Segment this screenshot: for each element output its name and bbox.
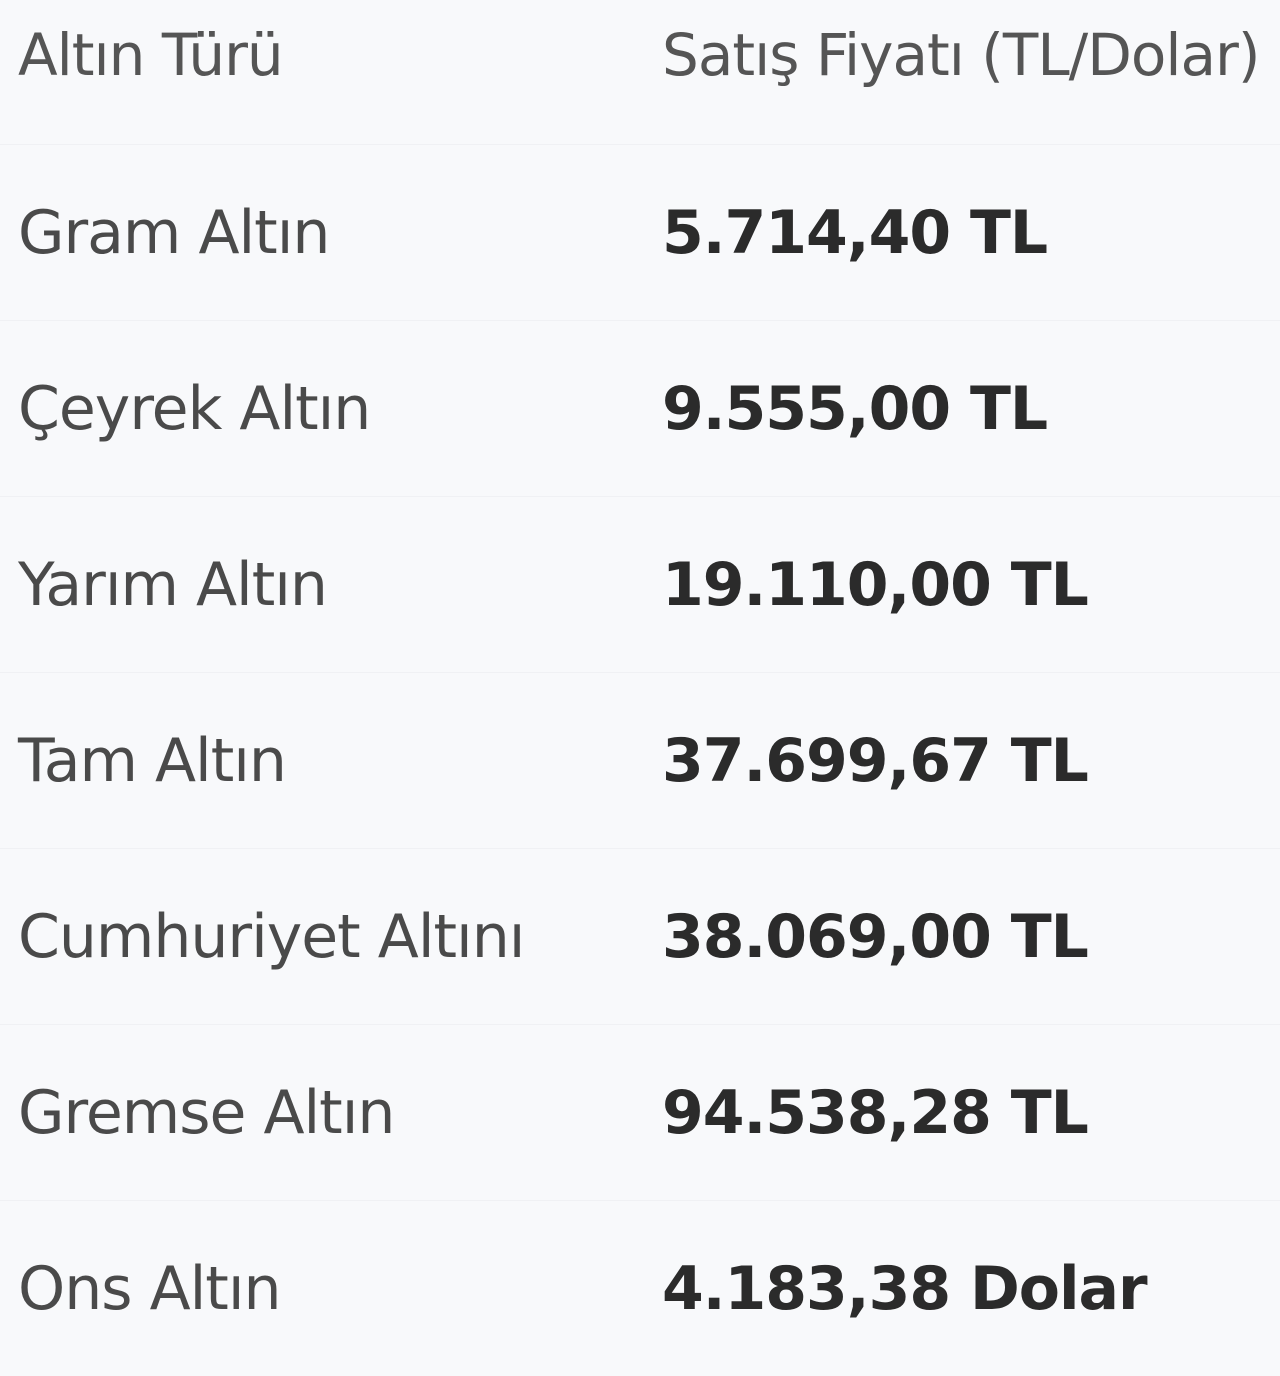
price-cell: 94.538,28 TL: [662, 1077, 1089, 1148]
price-cell: 5.714,40 TL: [662, 197, 1048, 268]
header-cell: Satış Fiyatı (TL/Dolar): [662, 21, 1260, 89]
table-row: Gremse Altın 94.538,28 TL: [0, 1024, 1280, 1200]
type-cell: Gram Altın: [18, 197, 330, 268]
table-row: Cumhuriyet Altını 38.069,00 TL: [0, 848, 1280, 1024]
table-row: Ons Altın 4.183,38 Dolar: [0, 1200, 1280, 1376]
header-row: Altın Türü Satış Fiyatı (TL/Dolar): [0, 0, 1280, 110]
type-cell: Ons Altın: [18, 1253, 282, 1324]
type-cell: Cumhuriyet Altını: [18, 901, 525, 972]
table-row: Gram Altın 5.714,40 TL: [0, 144, 1280, 320]
price-cell: 19.110,00 TL: [662, 549, 1089, 620]
type-cell: Tam Altın: [18, 725, 287, 796]
type-cell: Çeyrek Altın: [18, 373, 371, 444]
table-row: Yarım Altın 19.110,00 TL: [0, 496, 1280, 672]
table-row: Tam Altın 37.699,67 TL: [0, 672, 1280, 848]
price-cell: 37.699,67 TL: [662, 725, 1089, 796]
price-cell: 38.069,00 TL: [662, 901, 1089, 972]
type-cell: Gremse Altın: [18, 1077, 395, 1148]
type-cell: Yarım Altın: [18, 549, 328, 620]
table-row: Çeyrek Altın 9.555,00 TL: [0, 320, 1280, 496]
header-cell: Altın Türü: [18, 21, 284, 89]
price-cell: 4.183,38 Dolar: [662, 1253, 1148, 1324]
price-cell: 9.555,00 TL: [662, 373, 1048, 444]
